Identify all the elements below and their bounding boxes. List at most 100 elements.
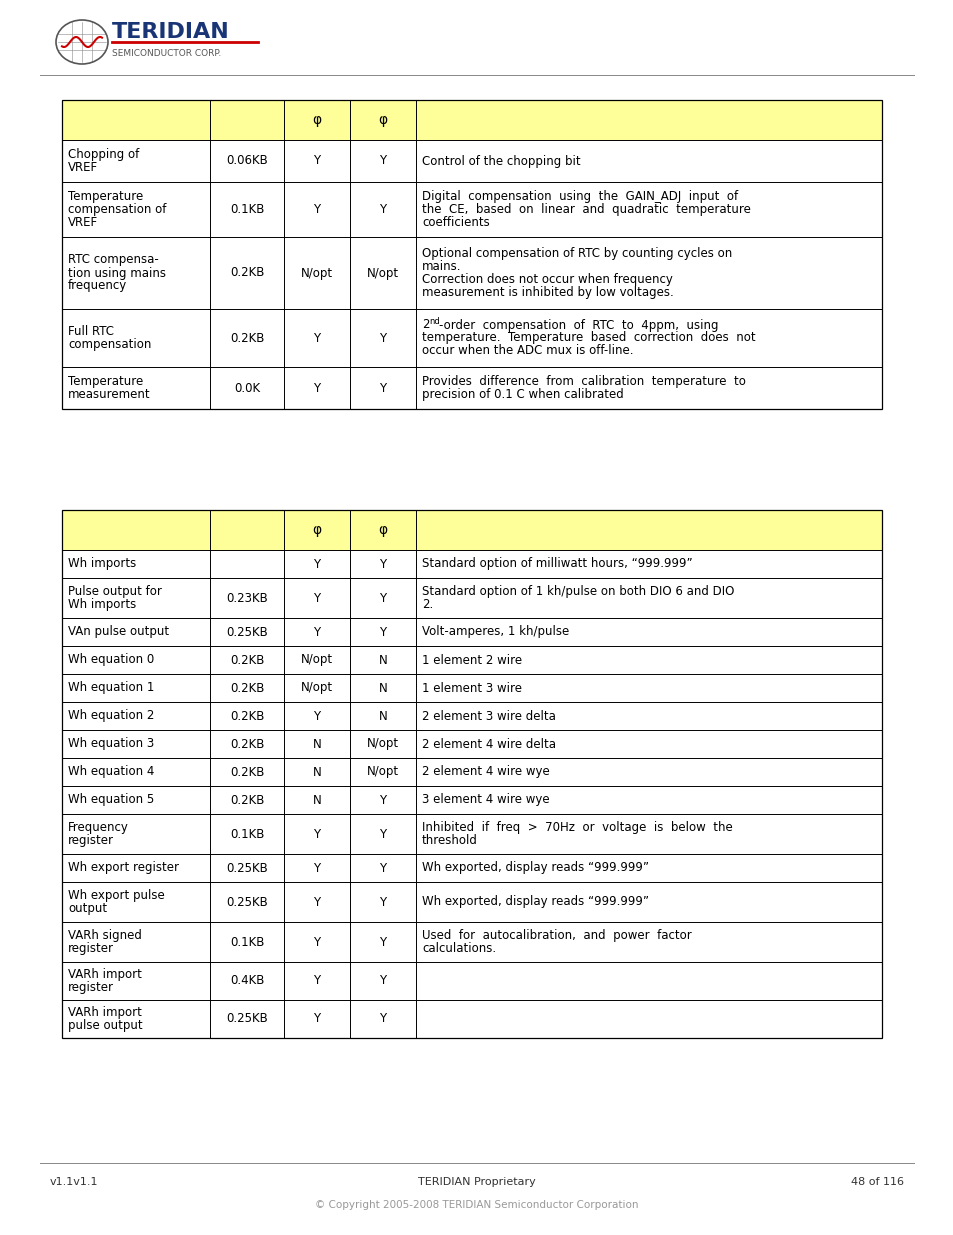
Text: Y: Y	[379, 331, 386, 345]
Text: pulse output: pulse output	[68, 1019, 143, 1032]
Text: 0.25KB: 0.25KB	[226, 862, 268, 874]
Text: N/opt: N/opt	[300, 267, 333, 279]
Text: VARh import: VARh import	[68, 968, 142, 981]
Text: Wh equation 1: Wh equation 1	[68, 682, 154, 694]
Text: 0.25KB: 0.25KB	[226, 895, 268, 909]
Text: VARh import: VARh import	[68, 1007, 142, 1019]
Text: Y: Y	[379, 974, 386, 988]
Text: Used  for  autocalibration,  and  power  factor: Used for autocalibration, and power fact…	[421, 929, 691, 942]
Text: 48 of 116: 48 of 116	[850, 1177, 903, 1187]
Text: © Copyright 2005-2008 TERIDIAN Semiconductor Corporation: © Copyright 2005-2008 TERIDIAN Semicondu…	[314, 1200, 639, 1210]
Text: 0.1KB: 0.1KB	[230, 935, 264, 948]
Text: N/opt: N/opt	[300, 653, 333, 667]
Text: coefficients: coefficients	[421, 216, 489, 228]
Text: VREF: VREF	[68, 216, 98, 228]
Text: 0.2KB: 0.2KB	[230, 653, 264, 667]
Text: SEMICONDUCTOR CORP.: SEMICONDUCTOR CORP.	[112, 49, 221, 58]
Text: Y: Y	[379, 862, 386, 874]
Text: 2: 2	[421, 319, 429, 331]
Text: measurement: measurement	[68, 388, 151, 401]
Text: Standard option of 1 kh/pulse on both DIO 6 and DIO: Standard option of 1 kh/pulse on both DI…	[421, 585, 734, 598]
Text: register: register	[68, 981, 113, 994]
Text: Y: Y	[379, 827, 386, 841]
Text: Wh equation 5: Wh equation 5	[68, 794, 154, 806]
Text: Y: Y	[314, 827, 320, 841]
Text: 3 element 4 wire wye: 3 element 4 wire wye	[421, 794, 549, 806]
Text: N/opt: N/opt	[300, 682, 333, 694]
Text: register: register	[68, 834, 113, 847]
Text: precision of 0.1 C when calibrated: precision of 0.1 C when calibrated	[421, 388, 623, 401]
Text: Y: Y	[379, 1013, 386, 1025]
Text: Wh export register: Wh export register	[68, 862, 179, 874]
Text: 0.2KB: 0.2KB	[230, 682, 264, 694]
Text: mains.: mains.	[421, 261, 461, 273]
Text: VREF: VREF	[68, 161, 98, 174]
Text: 0.1KB: 0.1KB	[230, 827, 264, 841]
Text: N/opt: N/opt	[367, 766, 398, 778]
Text: v1.1v1.1: v1.1v1.1	[50, 1177, 98, 1187]
Text: Y: Y	[314, 154, 320, 168]
Text: frequency: frequency	[68, 279, 127, 293]
Text: Y: Y	[379, 154, 386, 168]
Text: Y: Y	[314, 935, 320, 948]
Text: Wh equation 3: Wh equation 3	[68, 737, 154, 751]
Text: φ: φ	[313, 522, 321, 537]
Bar	[62, 100, 882, 140]
Text: Y: Y	[314, 895, 320, 909]
Text: Y: Y	[314, 625, 320, 638]
Text: compensation of: compensation of	[68, 203, 166, 216]
Text: N: N	[313, 737, 321, 751]
Text: Temperature: Temperature	[68, 190, 143, 203]
Text: Y: Y	[314, 592, 320, 604]
Text: 0.2KB: 0.2KB	[230, 331, 264, 345]
Text: N: N	[313, 794, 321, 806]
Text: 0.2KB: 0.2KB	[230, 737, 264, 751]
Text: Optional compensation of RTC by counting cycles on: Optional compensation of RTC by counting…	[421, 247, 732, 261]
Text: VAn pulse output: VAn pulse output	[68, 625, 169, 638]
Bar	[62, 510, 882, 550]
Text: Wh exported, display reads “999.999”: Wh exported, display reads “999.999”	[421, 862, 648, 874]
Text: 0.4KB: 0.4KB	[230, 974, 264, 988]
Text: Y: Y	[314, 557, 320, 571]
Text: Y: Y	[379, 895, 386, 909]
Text: Y: Y	[314, 974, 320, 988]
Text: the  CE,  based  on  linear  and  quadratic  temperature: the CE, based on linear and quadratic te…	[421, 203, 750, 216]
Text: Wh equation 4: Wh equation 4	[68, 766, 154, 778]
Text: VARh signed: VARh signed	[68, 929, 142, 942]
Text: Y: Y	[379, 794, 386, 806]
Text: 2.: 2.	[421, 598, 433, 611]
Text: compensation: compensation	[68, 338, 152, 351]
Text: Wh equation 0: Wh equation 0	[68, 653, 154, 667]
Text: 0.23KB: 0.23KB	[226, 592, 268, 604]
Text: N: N	[378, 653, 387, 667]
Text: Y: Y	[379, 592, 386, 604]
Text: TERIDIAN Proprietary: TERIDIAN Proprietary	[417, 1177, 536, 1187]
Text: measurement is inhibited by low voltages.: measurement is inhibited by low voltages…	[421, 287, 673, 299]
Text: φ: φ	[378, 112, 387, 127]
Text: Wh exported, display reads “999.999”: Wh exported, display reads “999.999”	[421, 895, 648, 909]
Text: 2 element 4 wire wye: 2 element 4 wire wye	[421, 766, 549, 778]
Text: -order  compensation  of  RTC  to  4ppm,  using: -order compensation of RTC to 4ppm, usin…	[438, 319, 718, 331]
Text: occur when the ADC mux is off-line.: occur when the ADC mux is off-line.	[421, 345, 633, 357]
Text: Standard option of milliwatt hours, “999.999”: Standard option of milliwatt hours, “999…	[421, 557, 692, 571]
Text: output: output	[68, 902, 107, 915]
Text: Wh equation 2: Wh equation 2	[68, 709, 154, 722]
Text: Wh export pulse: Wh export pulse	[68, 889, 165, 902]
Text: Inhibited  if  freq  >  70Hz  or  voltage  is  below  the: Inhibited if freq > 70Hz or voltage is b…	[421, 821, 732, 834]
Text: 0.06KB: 0.06KB	[226, 154, 268, 168]
Text: Y: Y	[314, 709, 320, 722]
Text: RTC compensa-: RTC compensa-	[68, 253, 158, 267]
Text: Y: Y	[379, 203, 386, 216]
Text: tion using mains: tion using mains	[68, 267, 166, 279]
Text: 2 element 4 wire delta: 2 element 4 wire delta	[421, 737, 556, 751]
Text: φ: φ	[313, 112, 321, 127]
Text: 0.2KB: 0.2KB	[230, 709, 264, 722]
Text: Pulse output for: Pulse output for	[68, 585, 162, 598]
Text: Volt-amperes, 1 kh/pulse: Volt-amperes, 1 kh/pulse	[421, 625, 569, 638]
Text: threshold: threshold	[421, 834, 477, 847]
Text: Y: Y	[379, 382, 386, 394]
Text: calculations.: calculations.	[421, 942, 496, 955]
Text: Y: Y	[314, 382, 320, 394]
Text: Y: Y	[314, 1013, 320, 1025]
Text: temperature.  Temperature  based  correction  does  not: temperature. Temperature based correctio…	[421, 331, 755, 345]
